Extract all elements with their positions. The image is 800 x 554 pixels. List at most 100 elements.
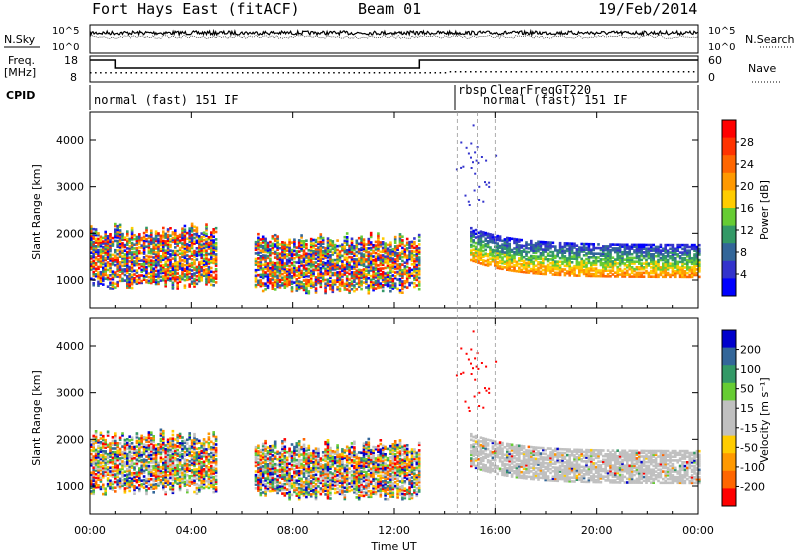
heatmap-cell: [290, 280, 294, 284]
heatmap-cell: [278, 286, 282, 289]
heatmap-cell: [369, 246, 373, 250]
heatmap-cell: [676, 253, 679, 256]
heatmap-cell: [116, 479, 119, 482]
nave-dot: [318, 72, 320, 74]
heatmap-cell: [257, 245, 260, 249]
heatmap-cell: [669, 251, 672, 254]
heatmap-cell: [326, 241, 330, 244]
heatmap-cell: [157, 484, 160, 487]
heatmap-cell: [403, 250, 407, 253]
heatmap-cell: [609, 248, 612, 252]
heatmap-cell: [534, 264, 538, 268]
heatmap-cell: [302, 249, 306, 252]
heatmap-cell: [259, 258, 263, 262]
heatmap-cell: [133, 269, 136, 273]
heatmap-cell: [118, 261, 122, 264]
heatmap-cell: [367, 237, 371, 241]
heatmap-cell: [410, 263, 414, 266]
heatmap-cell: [568, 274, 571, 277]
heatmap-cell: [488, 181, 491, 184]
nave-dot: [105, 72, 107, 74]
heatmap-cell: [140, 270, 143, 273]
heatmap-cell: [403, 265, 407, 268]
heatmap-cell: [97, 265, 100, 269]
heatmap-cell: [604, 245, 607, 248]
heatmap-cell: [494, 241, 497, 245]
heatmap-cell: [118, 483, 122, 486]
heatmap-cell: [609, 262, 612, 265]
heatmap-cell: [317, 274, 320, 277]
heatmap-cell: [319, 259, 323, 262]
heatmap-cell: [181, 477, 184, 480]
heatmap-cell: [147, 242, 151, 245]
heatmap-cell: [319, 251, 323, 255]
heatmap-cell: [281, 282, 284, 285]
heatmap-cell: [666, 255, 670, 258]
heatmap-cell: [210, 235, 213, 238]
heatmap-cell: [690, 275, 694, 279]
heatmap-cell: [628, 265, 631, 269]
heatmap-cell: [343, 263, 347, 267]
heatmap-cell: [353, 267, 356, 270]
heatmap-cell: [326, 267, 330, 270]
heatmap-cell: [377, 267, 380, 271]
heatmap-cell: [640, 251, 643, 254]
heatmap-cell: [123, 474, 127, 477]
heatmap-cell: [606, 256, 610, 259]
heatmap-cell: [154, 443, 158, 447]
heatmap-cell: [336, 252, 339, 255]
heatmap-cell: [297, 257, 301, 261]
heatmap-cell: [142, 478, 146, 482]
heatmap-cell: [405, 262, 409, 265]
heatmap-cell: [302, 258, 306, 262]
heatmap-cell: [570, 270, 574, 273]
heatmap-cell: [618, 264, 622, 267]
heatmap-cell: [138, 470, 141, 474]
heatmap-cell: [106, 274, 110, 277]
heatmap-cell: [693, 262, 696, 266]
heatmap-cell: [479, 250, 483, 254]
heatmap-cell: [587, 269, 591, 272]
heatmap-cell: [489, 253, 492, 257]
heatmap-cell: [138, 454, 141, 457]
heatmap-cell: [503, 254, 507, 258]
heatmap-cell: [317, 248, 320, 251]
heatmap-cell: [94, 435, 98, 439]
heatmap-cell: [147, 455, 151, 458]
heatmap-cell: [126, 469, 129, 473]
heatmap-cell: [133, 466, 136, 469]
heatmap-cell: [329, 257, 332, 261]
heatmap-cell: [273, 288, 277, 291]
heatmap-cell: [482, 240, 485, 244]
heatmap-cell: [154, 486, 158, 490]
heatmap-cell: [393, 235, 397, 239]
heatmap-cell: [164, 232, 167, 236]
heatmap-cell: [336, 244, 339, 248]
heatmap-cell: [671, 247, 675, 251]
heatmap-cell: [138, 474, 141, 478]
heatmap-cell: [496, 242, 499, 245]
heatmap-cell: [104, 234, 107, 237]
heatmap-cell: [150, 255, 153, 259]
heatmap-cell: [652, 256, 655, 260]
heatmap-cell: [193, 475, 196, 479]
heatmap-cell: [281, 284, 284, 287]
heatmap-cell: [372, 262, 375, 266]
heatmap-cell: [647, 262, 651, 265]
heatmap-cell: [269, 268, 272, 272]
heatmap-cell: [147, 262, 151, 266]
heatmap-cell: [654, 266, 658, 269]
heatmap-cell: [154, 447, 158, 451]
heatmap-cell: [695, 271, 699, 275]
heatmap-cell: [654, 245, 658, 249]
heatmap-cell: [178, 239, 182, 242]
heatmap-cell: [138, 257, 141, 260]
heatmap-cell: [515, 247, 519, 251]
heatmap-cell: [159, 456, 163, 460]
heatmap-cell: [582, 272, 586, 276]
heatmap-cell: [401, 283, 404, 287]
heatmap-cell: [546, 248, 550, 252]
heatmap-cell: [162, 271, 165, 275]
heatmap-cell: [261, 256, 265, 259]
heatmap-cell: [254, 280, 258, 283]
